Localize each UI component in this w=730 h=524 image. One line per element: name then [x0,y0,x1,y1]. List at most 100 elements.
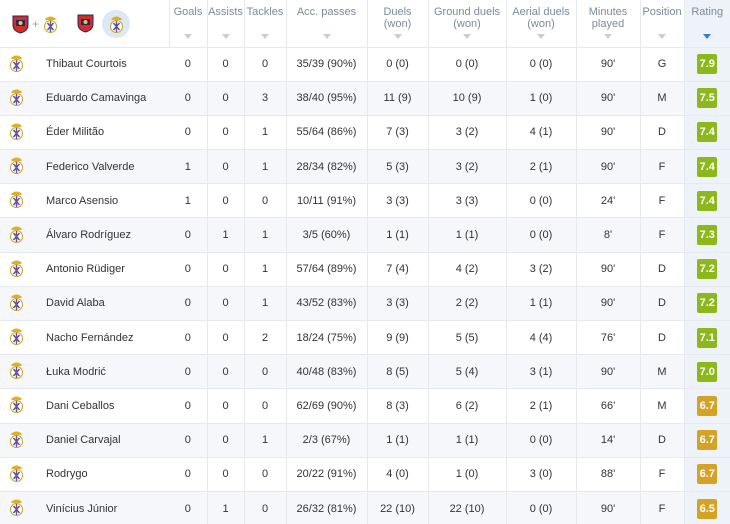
table-row[interactable]: Eduardo Camavinga 0 0 3 38/40 (95%) 11 (… [0,80,730,116]
team-filter-osasuna[interactable] [77,13,94,36]
ground-duels-cell: 10 (9) [428,80,507,116]
rating-badge: 7.4 [697,122,718,143]
goals-cell: 0 [169,319,208,355]
table-row[interactable]: Nacho Fernández 0 0 2 18/24 (75%) 9 (9) … [0,319,730,355]
assists-cell: 0 [207,149,245,184]
duels-cell: 7 (4) [367,251,429,287]
table-row[interactable]: Antonio Rüdiger 0 0 1 57/64 (89%) 7 (4) … [0,251,730,287]
goals-cell: 0 [169,354,208,389]
col-acc-passes-label: Acc. passes [296,6,357,18]
team-crest-cell [0,80,32,116]
assists-cell: 0 [207,388,245,424]
player-name[interactable]: David Alaba [32,285,169,321]
duels-cell: 3 (3) [367,183,429,218]
ground-duels-cell: 3 (2) [428,149,507,184]
player-name[interactable]: Rodrygo [32,456,169,492]
col-position[interactable]: Position [640,0,685,47]
player-name[interactable]: Federico Valverde [32,149,169,184]
tackles-cell: 0 [244,46,287,82]
tackles-cell: 0 [244,388,287,424]
col-assists[interactable]: Assists [207,0,245,47]
ground-duels-cell: 2 (2) [428,285,507,321]
real-madrid-crest-icon [8,53,25,73]
ground-duels-cell: 22 (10) [428,490,507,524]
ground-duels-cell: 5 (5) [428,319,507,355]
table-row[interactable]: Rodrygo 0 0 0 20/22 (91%) 4 (0) 1 (0) 3 … [0,456,730,492]
player-name[interactable]: Dani Ceballos [32,388,169,424]
minutes-cell: 14' [576,422,641,458]
duels-cell: 8 (3) [367,388,429,424]
aerial-duels-cell: 1 (1) [506,285,577,321]
acc-passes-cell: 2/3 (67%) [286,422,368,458]
team-filter-real-madrid[interactable] [102,10,131,38]
assists-cell: 0 [207,422,245,458]
real-madrid-crest-icon [8,224,25,244]
col-aerial-duels-sublabel: (won) [527,18,555,30]
player-name[interactable]: Vinícius Júnior [32,490,169,524]
duels-cell: 1 (1) [367,217,429,253]
ground-duels-cell: 0 (0) [428,46,507,82]
acc-passes-cell: 26/32 (81%) [286,490,368,524]
team-crest-cell [0,456,32,492]
player-name[interactable]: Thibaut Courtois [32,46,169,82]
team-crest-cell [0,354,32,389]
col-ground-duels[interactable]: Ground duels (won) [428,0,507,47]
team-filter-both[interactable]: + [12,14,59,34]
table-row[interactable]: Łuka Modrić 0 0 0 40/48 (83%) 8 (5) 5 (4… [0,354,730,389]
player-name[interactable]: Łuka Modrić [32,354,169,389]
col-acc-passes[interactable]: Acc. passes [286,0,368,47]
player-name[interactable]: Eduardo Camavinga [32,80,169,116]
position-cell: M [640,354,685,389]
table-row[interactable]: Dani Ceballos 0 0 0 62/69 (90%) 8 (3) 6 … [0,388,730,424]
table-header-row: + Goals Assists Tackles Acc. passes Duel… [0,0,730,47]
team-crest-cell [0,46,32,82]
minutes-cell: 66' [576,388,641,424]
aerial-duels-cell: 2 (1) [506,149,577,184]
minutes-cell: 76' [576,319,641,355]
col-goals-label: Goals [173,6,203,18]
col-ground-duels-sublabel: (won) [453,18,481,30]
rating-badge: 6.7 [697,395,718,416]
minutes-cell: 90' [576,490,641,524]
table-row[interactable]: David Alaba 0 0 1 43/52 (83%) 3 (3) 2 (2… [0,285,730,321]
table-row[interactable]: Vinícius Júnior 0 1 0 26/32 (81%) 22 (10… [0,490,730,524]
table-row[interactable]: Federico Valverde 1 0 1 28/34 (82%) 5 (3… [0,149,730,184]
table-row[interactable]: Álvaro Rodríguez 0 1 1 3/5 (60%) 1 (1) 1… [0,217,730,253]
acc-passes-cell: 18/24 (75%) [286,319,368,355]
tackles-cell: 0 [244,490,287,524]
tackles-cell: 1 [244,285,287,321]
duels-cell: 7 (3) [367,114,429,150]
col-rating[interactable]: Rating [684,0,730,47]
rating-badge: 7.0 [697,361,718,382]
aerial-duels-cell: 0 (0) [506,217,577,253]
player-name[interactable]: Antonio Rüdiger [32,251,169,287]
col-aerial-duels[interactable]: Aerial duels (won) [506,0,577,47]
team-crest-cell [0,114,32,150]
assists-cell: 0 [207,114,245,150]
player-name[interactable]: Marco Asensio [32,183,169,218]
tackles-cell: 3 [244,80,287,116]
position-cell: F [640,490,685,524]
table-row[interactable]: Thibaut Courtois 0 0 0 35/39 (90%) 0 (0)… [0,46,730,82]
aerial-duels-cell: 4 (1) [506,114,577,150]
player-name[interactable]: Nacho Fernández [32,319,169,355]
player-name[interactable]: Daniel Carvajal [32,422,169,458]
player-name[interactable]: Éder Militão [32,114,169,150]
col-minutes[interactable]: Minutes played [576,0,641,47]
duels-cell: 0 (0) [367,46,429,82]
player-name[interactable]: Álvaro Rodríguez [32,217,169,253]
minutes-cell: 90' [576,251,641,287]
table-row[interactable]: Marco Asensio 1 0 0 10/11 (91%) 3 (3) 3 … [0,183,730,218]
col-tackles[interactable]: Tackles [244,0,287,47]
col-goals[interactable]: Goals [169,0,208,47]
col-duels[interactable]: Duels (won) [367,0,429,47]
table-row[interactable]: Éder Militão 0 0 1 55/64 (86%) 7 (3) 3 (… [0,114,730,150]
rating-cell: 7.2 [684,285,730,321]
position-cell: D [640,285,685,321]
position-cell: F [640,149,685,184]
rating-cell: 7.4 [684,149,730,184]
tackles-cell: 1 [244,251,287,287]
table-row[interactable]: Daniel Carvajal 0 0 1 2/3 (67%) 1 (1) 1 … [0,422,730,458]
rating-badge: 7.2 [697,293,718,314]
duels-cell: 4 (0) [367,456,429,492]
